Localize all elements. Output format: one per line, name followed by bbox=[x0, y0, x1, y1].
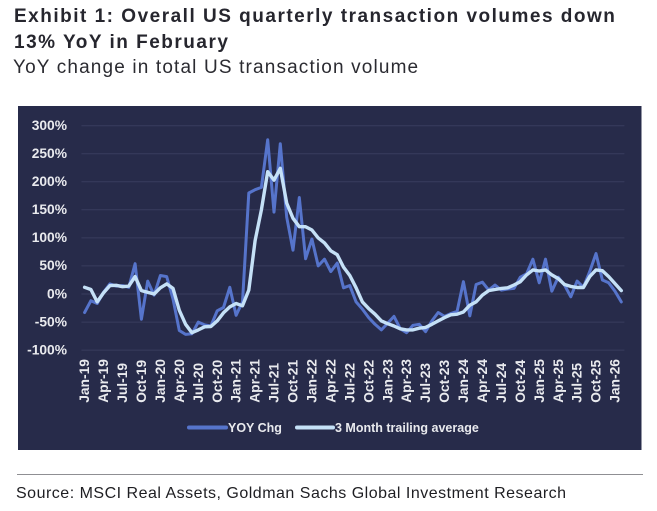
svg-text:Jan-23: Jan-23 bbox=[380, 359, 395, 403]
svg-text:Apr-19: Apr-19 bbox=[96, 359, 111, 403]
svg-text:Oct-21: Oct-21 bbox=[286, 360, 301, 403]
svg-text:Apr-22: Apr-22 bbox=[323, 359, 338, 403]
svg-text:Jan-21: Jan-21 bbox=[229, 359, 244, 403]
svg-text:Jul-19: Jul-19 bbox=[115, 363, 130, 403]
svg-text:Apr-20: Apr-20 bbox=[172, 359, 187, 403]
svg-text:3 Month trailing average: 3 Month trailing average bbox=[335, 421, 479, 435]
svg-text:Jan-25: Jan-25 bbox=[532, 359, 547, 403]
svg-text:Oct-22: Oct-22 bbox=[361, 360, 376, 403]
svg-text:100%: 100% bbox=[32, 230, 67, 245]
svg-text:250%: 250% bbox=[32, 146, 67, 161]
svg-text:Jul-25: Jul-25 bbox=[570, 363, 585, 403]
svg-text:Apr-25: Apr-25 bbox=[551, 359, 566, 403]
svg-text:YOY Chg: YOY Chg bbox=[228, 421, 282, 435]
svg-text:-50%: -50% bbox=[35, 314, 67, 329]
svg-text:0%: 0% bbox=[47, 286, 67, 301]
svg-text:Jul-24: Jul-24 bbox=[494, 363, 509, 403]
svg-text:300%: 300% bbox=[32, 118, 67, 133]
svg-text:Apr-24: Apr-24 bbox=[475, 359, 490, 403]
svg-text:Jan-24: Jan-24 bbox=[456, 359, 471, 403]
svg-text:Jul-22: Jul-22 bbox=[342, 363, 357, 403]
svg-text:-100%: -100% bbox=[27, 342, 67, 357]
svg-text:200%: 200% bbox=[32, 174, 67, 189]
svg-text:Oct-20: Oct-20 bbox=[210, 360, 225, 403]
svg-text:150%: 150% bbox=[32, 202, 67, 217]
svg-text:Jan-22: Jan-22 bbox=[305, 359, 320, 403]
svg-text:Oct-25: Oct-25 bbox=[589, 360, 604, 403]
svg-text:Jan-20: Jan-20 bbox=[153, 359, 168, 403]
svg-text:Jul-23: Jul-23 bbox=[418, 363, 433, 403]
svg-text:Oct-23: Oct-23 bbox=[437, 360, 452, 403]
svg-text:Apr-23: Apr-23 bbox=[399, 359, 414, 403]
svg-text:Jul-20: Jul-20 bbox=[191, 363, 206, 403]
svg-text:Jul-21: Jul-21 bbox=[267, 363, 282, 403]
svg-text:Jan-26: Jan-26 bbox=[608, 359, 623, 403]
svg-text:Jan-19: Jan-19 bbox=[77, 359, 92, 403]
svg-text:50%: 50% bbox=[39, 258, 67, 273]
svg-text:Oct-24: Oct-24 bbox=[513, 360, 528, 403]
svg-text:Apr-21: Apr-21 bbox=[248, 359, 263, 403]
svg-text:Oct-19: Oct-19 bbox=[134, 360, 149, 403]
